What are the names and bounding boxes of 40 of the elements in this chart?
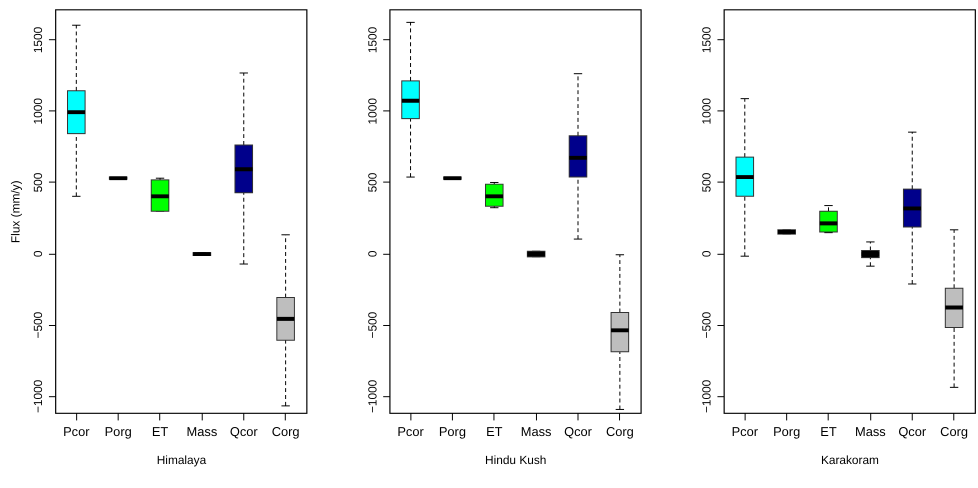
y-tick-label: −1000: [365, 379, 380, 414]
x-tick-label: Pcor: [63, 424, 90, 440]
y-tick-label: −500: [700, 311, 714, 338]
y-tick-label: 1500: [31, 26, 46, 54]
y-tick-label: 500: [31, 172, 46, 192]
x-tick-label: Corg: [606, 424, 634, 440]
x-tick-label: Porg: [773, 424, 800, 440]
x-tick-label: Mass: [186, 424, 218, 440]
x-tick-label: ET: [486, 424, 503, 440]
x-tick-label: Corg: [272, 424, 300, 440]
y-tick-label: 0: [31, 250, 46, 258]
y-tick-label: 1000: [365, 98, 380, 124]
y-tick-label: 0: [700, 250, 714, 258]
y-tick-label: 1500: [365, 26, 380, 54]
x-tick-label: Qcor: [564, 424, 593, 440]
y-tick-label: −1000: [31, 379, 46, 414]
x-axis-title: Hindu Kush: [485, 452, 546, 467]
y-tick-label: 500: [365, 172, 380, 192]
y-tick-label: −500: [31, 311, 46, 338]
y-tick-label: 1000: [700, 98, 714, 124]
x-tick-label: Mass: [855, 424, 886, 440]
x-tick-label: Qcor: [898, 424, 927, 440]
x-axis-title: Himalaya: [156, 452, 207, 467]
x-tick-label: Porg: [438, 424, 466, 440]
x-tick-label: Mass: [520, 424, 552, 440]
y-tick-label: 0: [365, 250, 380, 258]
x-axis-title: Karakoram: [820, 452, 880, 467]
x-tick-label: Qcor: [230, 424, 258, 440]
x-tick-label: Pcor: [732, 424, 759, 440]
x-tick-label: ET: [152, 424, 168, 440]
y-tick-label: 1000: [31, 98, 46, 124]
x-tick-label: Porg: [104, 424, 132, 440]
x-tick-label: ET: [820, 424, 837, 440]
y-tick-label: 1500: [700, 26, 714, 54]
y-tick-label: −500: [365, 311, 380, 338]
y-tick-label: 500: [700, 172, 714, 192]
x-tick-label: Corg: [940, 424, 968, 440]
x-tick-label: Pcor: [397, 424, 424, 440]
y-axis-title: Flux (mm/y): [8, 180, 22, 244]
y-tick-label: −1000: [700, 379, 714, 414]
